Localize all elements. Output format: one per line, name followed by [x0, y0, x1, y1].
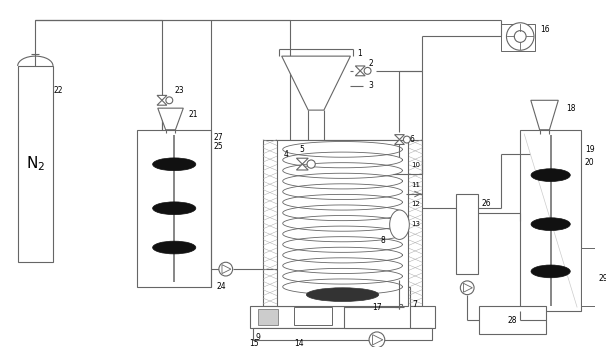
Polygon shape	[296, 158, 308, 164]
Circle shape	[404, 136, 410, 143]
Text: 26: 26	[482, 199, 491, 208]
Polygon shape	[296, 164, 308, 170]
Text: 21: 21	[188, 110, 198, 119]
Text: 14: 14	[295, 339, 304, 348]
Bar	[479, 306, 546, 334]
Circle shape	[166, 97, 173, 104]
Bar	[520, 130, 581, 311]
Text: 3: 3	[368, 81, 373, 90]
Ellipse shape	[153, 158, 196, 171]
Circle shape	[507, 23, 534, 50]
Bar	[393, 157, 407, 280]
Text: 2: 2	[368, 59, 373, 67]
Ellipse shape	[531, 169, 570, 181]
Polygon shape	[222, 265, 231, 273]
Bar	[277, 140, 408, 306]
Polygon shape	[464, 283, 472, 292]
Ellipse shape	[153, 241, 196, 254]
Text: 23: 23	[175, 86, 184, 95]
Text: 7: 7	[412, 300, 417, 309]
Bar	[250, 306, 435, 328]
Text: 12: 12	[411, 201, 420, 207]
Polygon shape	[355, 71, 365, 76]
Bar	[501, 24, 535, 51]
Text: 20: 20	[585, 158, 594, 167]
Text: 22: 22	[54, 86, 64, 95]
Ellipse shape	[307, 288, 379, 302]
Bar	[344, 287, 410, 328]
Text: 5: 5	[299, 145, 304, 154]
Polygon shape	[158, 108, 183, 130]
Polygon shape	[531, 100, 558, 130]
Polygon shape	[157, 100, 167, 105]
Text: 11: 11	[411, 182, 421, 188]
Text: 28: 28	[508, 316, 517, 325]
Polygon shape	[395, 140, 404, 145]
Polygon shape	[157, 95, 167, 100]
Text: 6: 6	[409, 135, 414, 144]
Text: 15: 15	[249, 339, 259, 348]
Text: 13: 13	[411, 221, 421, 227]
Text: 24: 24	[216, 282, 225, 291]
Text: 4: 4	[284, 150, 288, 159]
Ellipse shape	[390, 210, 409, 239]
Text: 19: 19	[585, 145, 594, 154]
Text: 10: 10	[411, 162, 421, 168]
Circle shape	[307, 160, 315, 168]
Text: N$_2$: N$_2$	[25, 155, 45, 173]
Bar	[18, 66, 53, 262]
Bar	[138, 130, 211, 287]
Text: 29: 29	[599, 274, 606, 283]
Text: 9: 9	[255, 333, 260, 342]
Ellipse shape	[153, 202, 196, 215]
Bar	[253, 328, 432, 340]
Bar	[456, 193, 478, 274]
Ellipse shape	[531, 265, 570, 278]
Circle shape	[461, 281, 474, 294]
Circle shape	[514, 31, 526, 42]
Text: 27: 27	[214, 133, 224, 142]
Text: 17: 17	[372, 303, 382, 312]
Circle shape	[369, 332, 385, 347]
Ellipse shape	[531, 218, 570, 231]
Polygon shape	[395, 135, 404, 140]
Polygon shape	[373, 335, 383, 345]
Polygon shape	[355, 66, 365, 71]
Bar	[258, 309, 278, 325]
Circle shape	[219, 262, 233, 276]
Text: 25: 25	[214, 142, 224, 151]
Text: 18: 18	[566, 104, 576, 113]
Text: 1: 1	[358, 49, 362, 58]
Bar	[263, 140, 422, 306]
Polygon shape	[282, 56, 350, 110]
Bar	[295, 307, 331, 325]
Text: 16: 16	[540, 25, 550, 34]
Text: 8: 8	[380, 236, 385, 245]
Circle shape	[364, 67, 371, 74]
Bar	[581, 248, 597, 306]
